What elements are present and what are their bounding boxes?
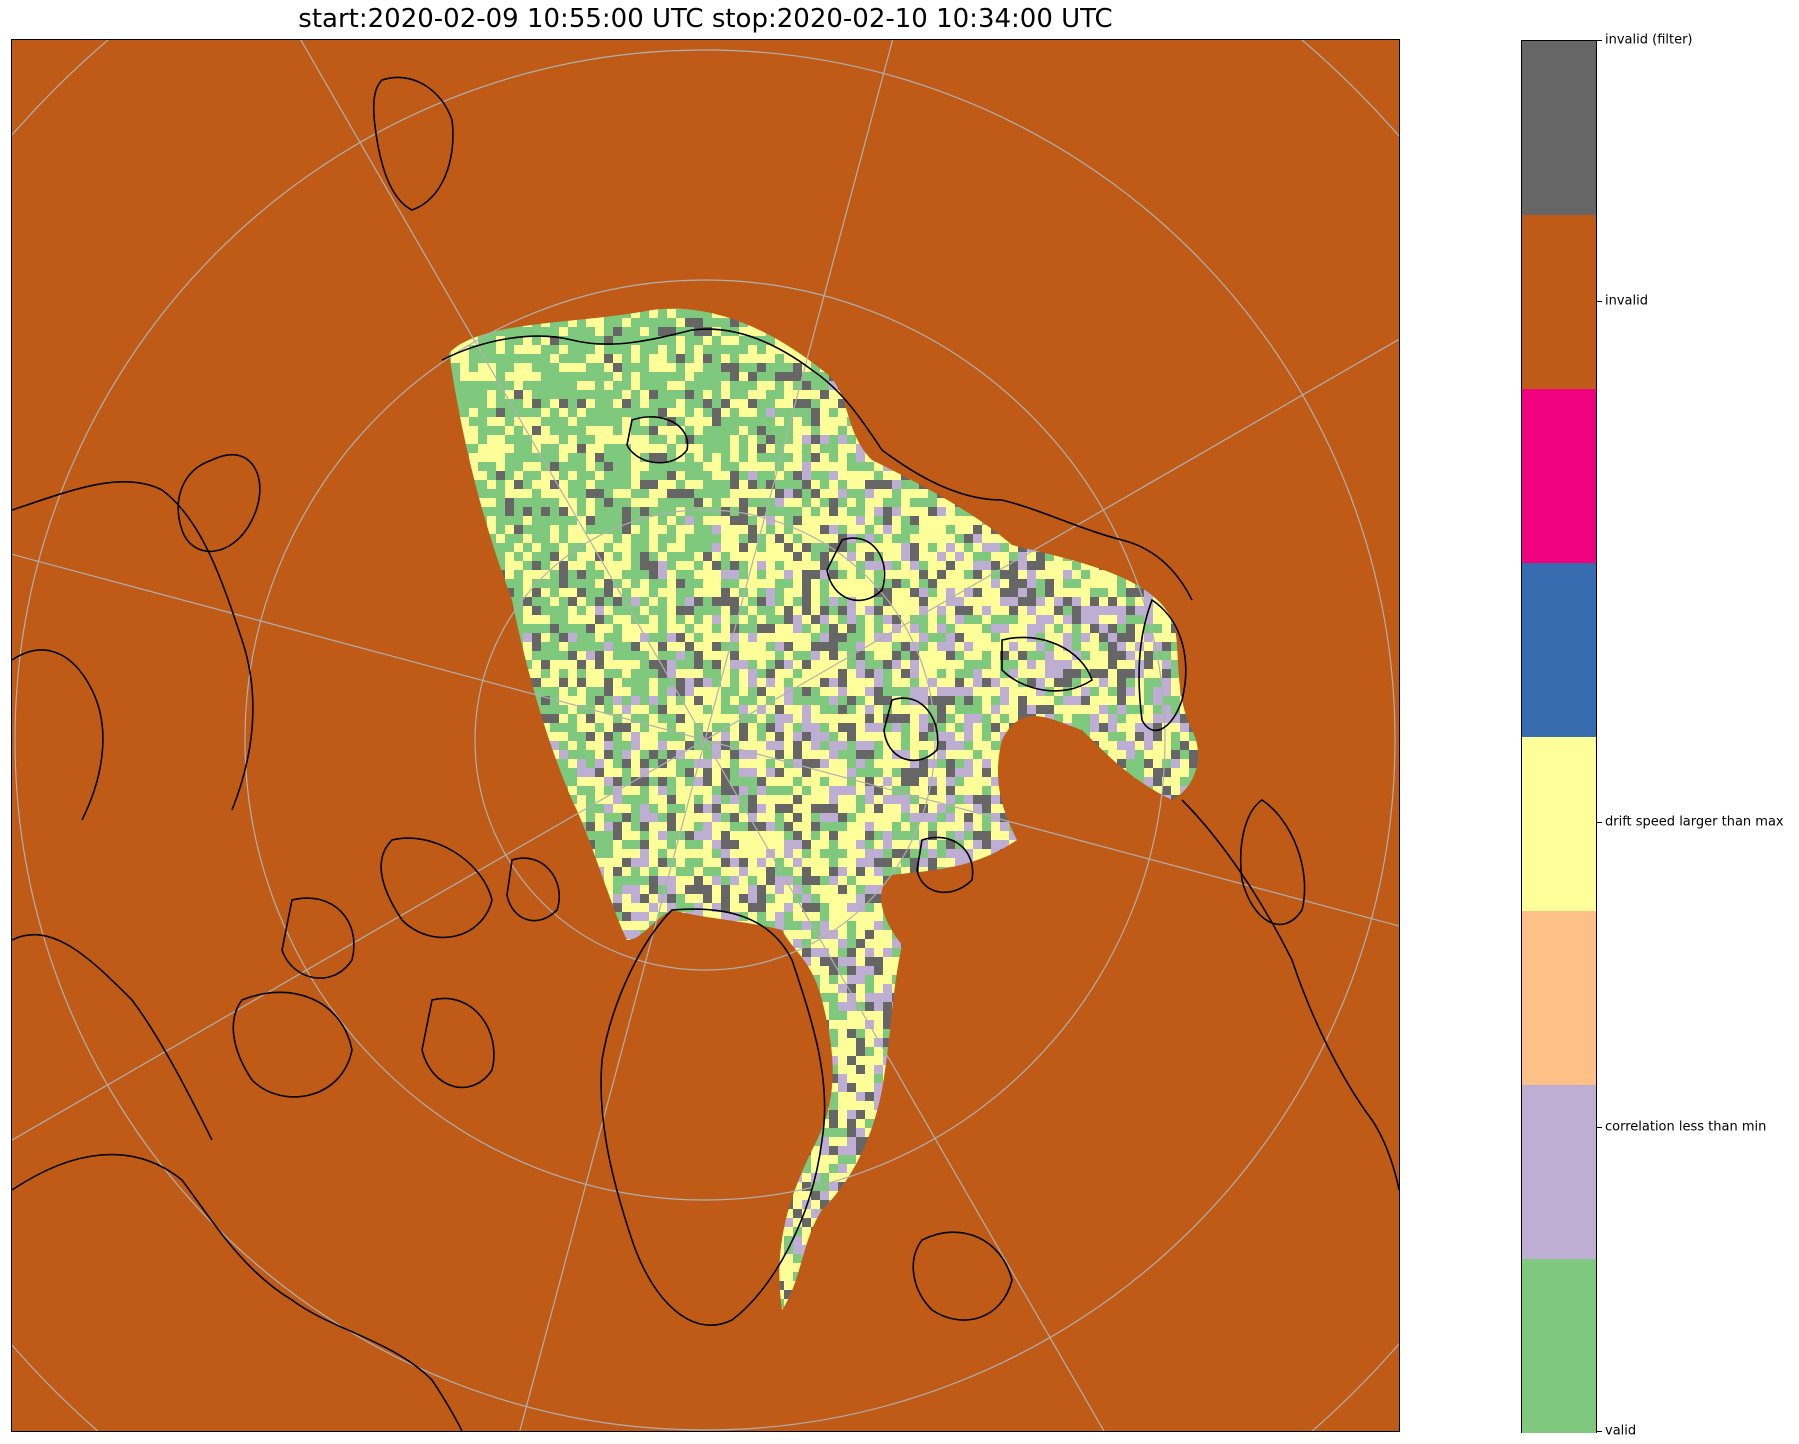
coastlines — [12, 76, 1399, 1431]
meridian-line — [12, 338, 1399, 1141]
coastline-segment — [232, 991, 353, 1098]
coastline-segment — [916, 836, 974, 894]
sea-ice-drift-status-map — [11, 39, 1400, 1432]
latitude-circle — [244, 279, 1166, 1201]
coastline-segment — [1001, 636, 1093, 692]
colorbar-segment-class-5 — [1522, 562, 1596, 737]
coastline-segment — [826, 537, 886, 602]
colorbar-tick-label: correlation less than min — [1605, 1119, 1767, 1135]
coastline-segment — [281, 897, 355, 979]
coastline-segment — [506, 857, 560, 922]
coastline-segment — [12, 1153, 463, 1431]
map-title: start:2020-02-09 10:55:00 UTC stop:2020-… — [298, 4, 1113, 34]
coastline-segment — [1138, 598, 1187, 732]
colorbar-segment-invalid — [1522, 214, 1596, 390]
colorbar-tick-label: invalid — [1605, 293, 1648, 309]
colorbar-tick — [1596, 300, 1602, 302]
coastline-segment — [12, 649, 104, 821]
coastline-segment — [1239, 799, 1306, 926]
colorbar-tick — [1596, 822, 1602, 824]
coastline-segment — [12, 934, 213, 1141]
colorbar-tick — [1596, 1431, 1602, 1432]
coastline-segment — [883, 697, 939, 762]
colorbar-segment-class-3 — [1522, 910, 1596, 1085]
coastline-segment — [912, 1231, 1013, 1321]
colorbar-segment-class-6 — [1522, 388, 1596, 564]
coastline-segment — [881, 449, 1193, 601]
coastline-segment — [12, 480, 254, 811]
coastline-segment — [1181, 799, 1399, 1191]
colorbar-tick — [1596, 40, 1602, 41]
latitude-circle — [14, 49, 1396, 1431]
colorbar-segment-drift-speed-larger-than-max — [1522, 736, 1596, 911]
coastline-segment — [421, 997, 495, 1089]
coastline-segment — [380, 837, 493, 939]
map-canvas — [12, 40, 1399, 1431]
coastline-segment — [372, 76, 454, 211]
latitude-circle — [474, 509, 936, 971]
colorbar-segment-correlation-less-than-min — [1522, 1084, 1596, 1259]
colorbar-tick-label: valid — [1605, 1423, 1637, 1439]
colorbar-tick-label: invalid (filter) — [1605, 32, 1693, 48]
graticule — [12, 40, 1399, 1431]
coastline-segment — [177, 453, 261, 553]
colorbar — [1521, 40, 1597, 1433]
coastline-segment — [441, 328, 883, 451]
coastline-segment — [626, 416, 689, 464]
colorbar-tick-label: drift speed larger than max — [1605, 814, 1784, 830]
colorbar-segment-invalid-filter — [1522, 41, 1596, 216]
colorbar-segment-valid — [1522, 1258, 1596, 1433]
coastline-segment — [600, 908, 826, 1326]
colorbar-tick — [1596, 1126, 1602, 1128]
